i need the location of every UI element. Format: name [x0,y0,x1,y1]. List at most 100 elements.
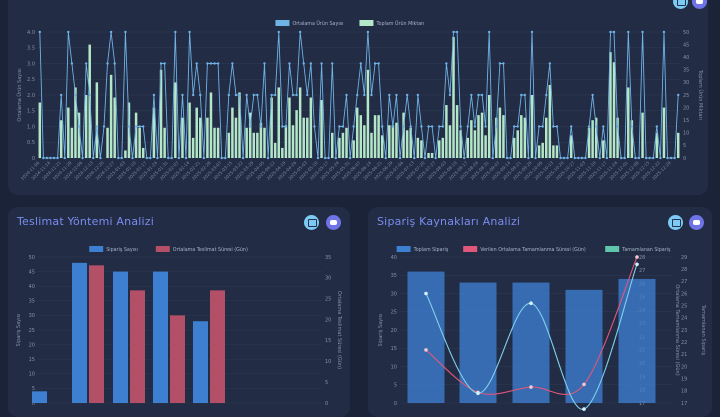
bar [77,112,81,158]
line-point [231,62,234,65]
line-point [609,30,612,34]
line-point [562,156,566,160]
bar [402,112,405,158]
line-point [359,62,362,65]
bar [206,117,209,158]
line-point [134,125,138,128]
line-point [92,156,95,160]
bar [124,150,127,158]
y-tick-right: 15 [325,338,331,344]
line-point [402,125,405,128]
sources-panel-title: Sipariş Kaynakları Analizi [377,215,521,228]
bar [427,152,430,158]
line-point [277,30,280,34]
daily-chart-panel: 0 0.5 1.0 1.5 2.0 2.5 3.0 3.5 4.0 Ortalama Ürün S… [8,0,708,195]
bar [181,117,184,158]
line-point [523,93,527,97]
calendar-icon[interactable] [304,215,319,230]
line-point [605,156,609,160]
bar [331,132,334,158]
bar [502,115,505,158]
bar [445,105,448,158]
y-tick-left: 50 [29,255,35,261]
line-point [537,125,541,128]
line-point [227,93,231,97]
bar-order-count [113,271,128,403]
line-point [206,62,209,65]
bar [345,127,348,158]
line-point [216,62,220,65]
bar [487,95,491,158]
y-tick-right: 26 [681,291,687,297]
line-point [409,125,412,128]
legend-swatch [605,246,620,252]
line-point [370,93,373,97]
line-point [63,156,66,160]
line-point [548,62,552,65]
line-point [512,125,516,128]
line-point [634,156,637,160]
legend-swatch [155,246,170,252]
calendar-icon[interactable] [668,215,683,230]
line-point [52,156,56,160]
delivery-method-chart: 0 5 10 15 20 25 30 35 40 45 50 Sipariş Sayısı 0 5 10 15… [16,246,342,407]
line-point [420,125,423,128]
line-point [459,125,462,128]
line-point [495,125,498,128]
y-axis-label-right: Ortalama Tamamlanma Süresi (Gün) [674,284,680,375]
bar [320,100,323,158]
robot-icon[interactable] [692,0,707,9]
y-tick-left: 3.0 [27,61,35,67]
line-point [138,125,141,128]
legend-label: Sipariş Sayısı [106,247,138,253]
line-point [594,125,598,128]
legend-swatch [359,20,374,26]
bar-order-count [153,271,168,403]
bar [609,52,612,158]
bar [555,145,559,158]
line-point [452,30,455,34]
bar [199,117,202,158]
bar [277,87,280,158]
y-tick-left: 0 [394,401,397,407]
line-point [573,156,576,160]
bar-order-count [32,391,47,403]
bar [516,130,519,158]
bar [159,69,163,158]
bar [113,97,116,158]
bar [484,135,487,158]
y-tick-right: 50 [683,30,689,36]
y-tick-right: 18 [681,389,687,395]
line-point [466,125,469,128]
line-point [416,93,420,97]
bar [70,127,74,158]
line-point [120,156,124,160]
bar [594,117,598,158]
line-point [270,93,273,97]
y-axis-label-right: Toplam Ürün Miktarı [697,69,704,120]
bar-order-count [193,321,208,403]
y-axis-label-left: Sipariş Sayısı [16,313,22,346]
bar [495,117,498,158]
bar [134,112,138,158]
calendar-icon[interactable] [673,0,688,9]
line-point [331,62,334,65]
robot-icon[interactable] [326,215,341,230]
line-point [256,93,259,97]
robot-icon[interactable] [689,215,704,230]
legend-swatch [396,246,411,252]
y-tick-right: 45 [683,42,689,48]
bar [366,69,370,158]
line-point [42,156,45,160]
bar [373,115,377,158]
y-axis-label-right: Tamamlanan Sipariş [700,304,706,356]
line-point [170,156,173,160]
line-point [166,156,170,160]
line-point [484,125,487,128]
line-point [49,156,52,160]
legend-swatch [89,246,104,252]
line-point [309,62,313,65]
line-point [302,62,305,65]
line-point [195,62,198,65]
series-line [39,31,679,159]
